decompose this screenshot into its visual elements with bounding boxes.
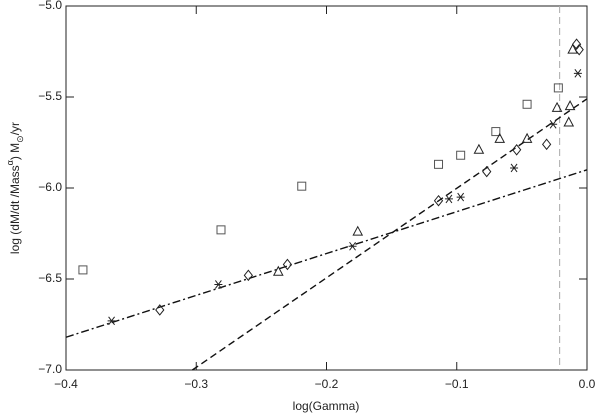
point [434,159,444,169]
point [155,304,165,316]
y-axis-label-part: log (dM/dt /Mass [8,165,22,254]
y-axis-label: log (dM/dt /Massα) M⊙/yr [5,122,25,254]
point [553,83,563,93]
point [573,69,582,78]
point [456,150,466,160]
x-tick-label: −0.4 [54,377,78,391]
y-axis-label-part: ) M [8,143,22,160]
point [521,132,533,143]
point [494,132,506,143]
point [473,143,485,154]
point [491,127,501,137]
y-axis-label-part: ⊙ [15,135,25,143]
point [456,192,465,202]
point [482,165,492,178]
point [272,265,284,276]
point [512,143,522,156]
point [214,280,223,289]
point [510,163,519,173]
point [78,265,88,275]
y-axis-label-part: /yr [8,122,22,135]
point [574,43,584,56]
plot-frame [65,5,588,371]
fit-line [191,98,588,371]
y-tick-label: −6.0 [38,180,62,194]
point [444,194,453,204]
point [282,258,293,271]
x-axis-label: log(Gamma) [293,399,360,413]
x-tick-label: −0.1 [445,377,469,391]
point [352,225,364,236]
x-tick-label: 0.0 [579,377,596,391]
point [571,38,582,51]
point [216,225,226,235]
y-axis-label-part: α [5,160,15,165]
point [107,316,116,326]
point [564,100,576,111]
y-tick-label: −5.0 [38,0,62,12]
y-tick-label: −5.5 [38,89,62,103]
point [297,181,307,191]
point [433,194,444,207]
point [551,101,563,112]
point [522,99,532,109]
point [541,138,552,151]
x-tick-label: −0.3 [184,377,208,391]
point [348,241,357,251]
y-tick-label: −6.5 [38,271,62,285]
point [567,43,579,54]
point [563,116,575,127]
y-tick-label: −7.0 [38,362,62,376]
point [549,120,558,129]
x-tick-label: −0.2 [315,377,339,391]
fit-line [65,169,588,338]
point [243,269,253,282]
